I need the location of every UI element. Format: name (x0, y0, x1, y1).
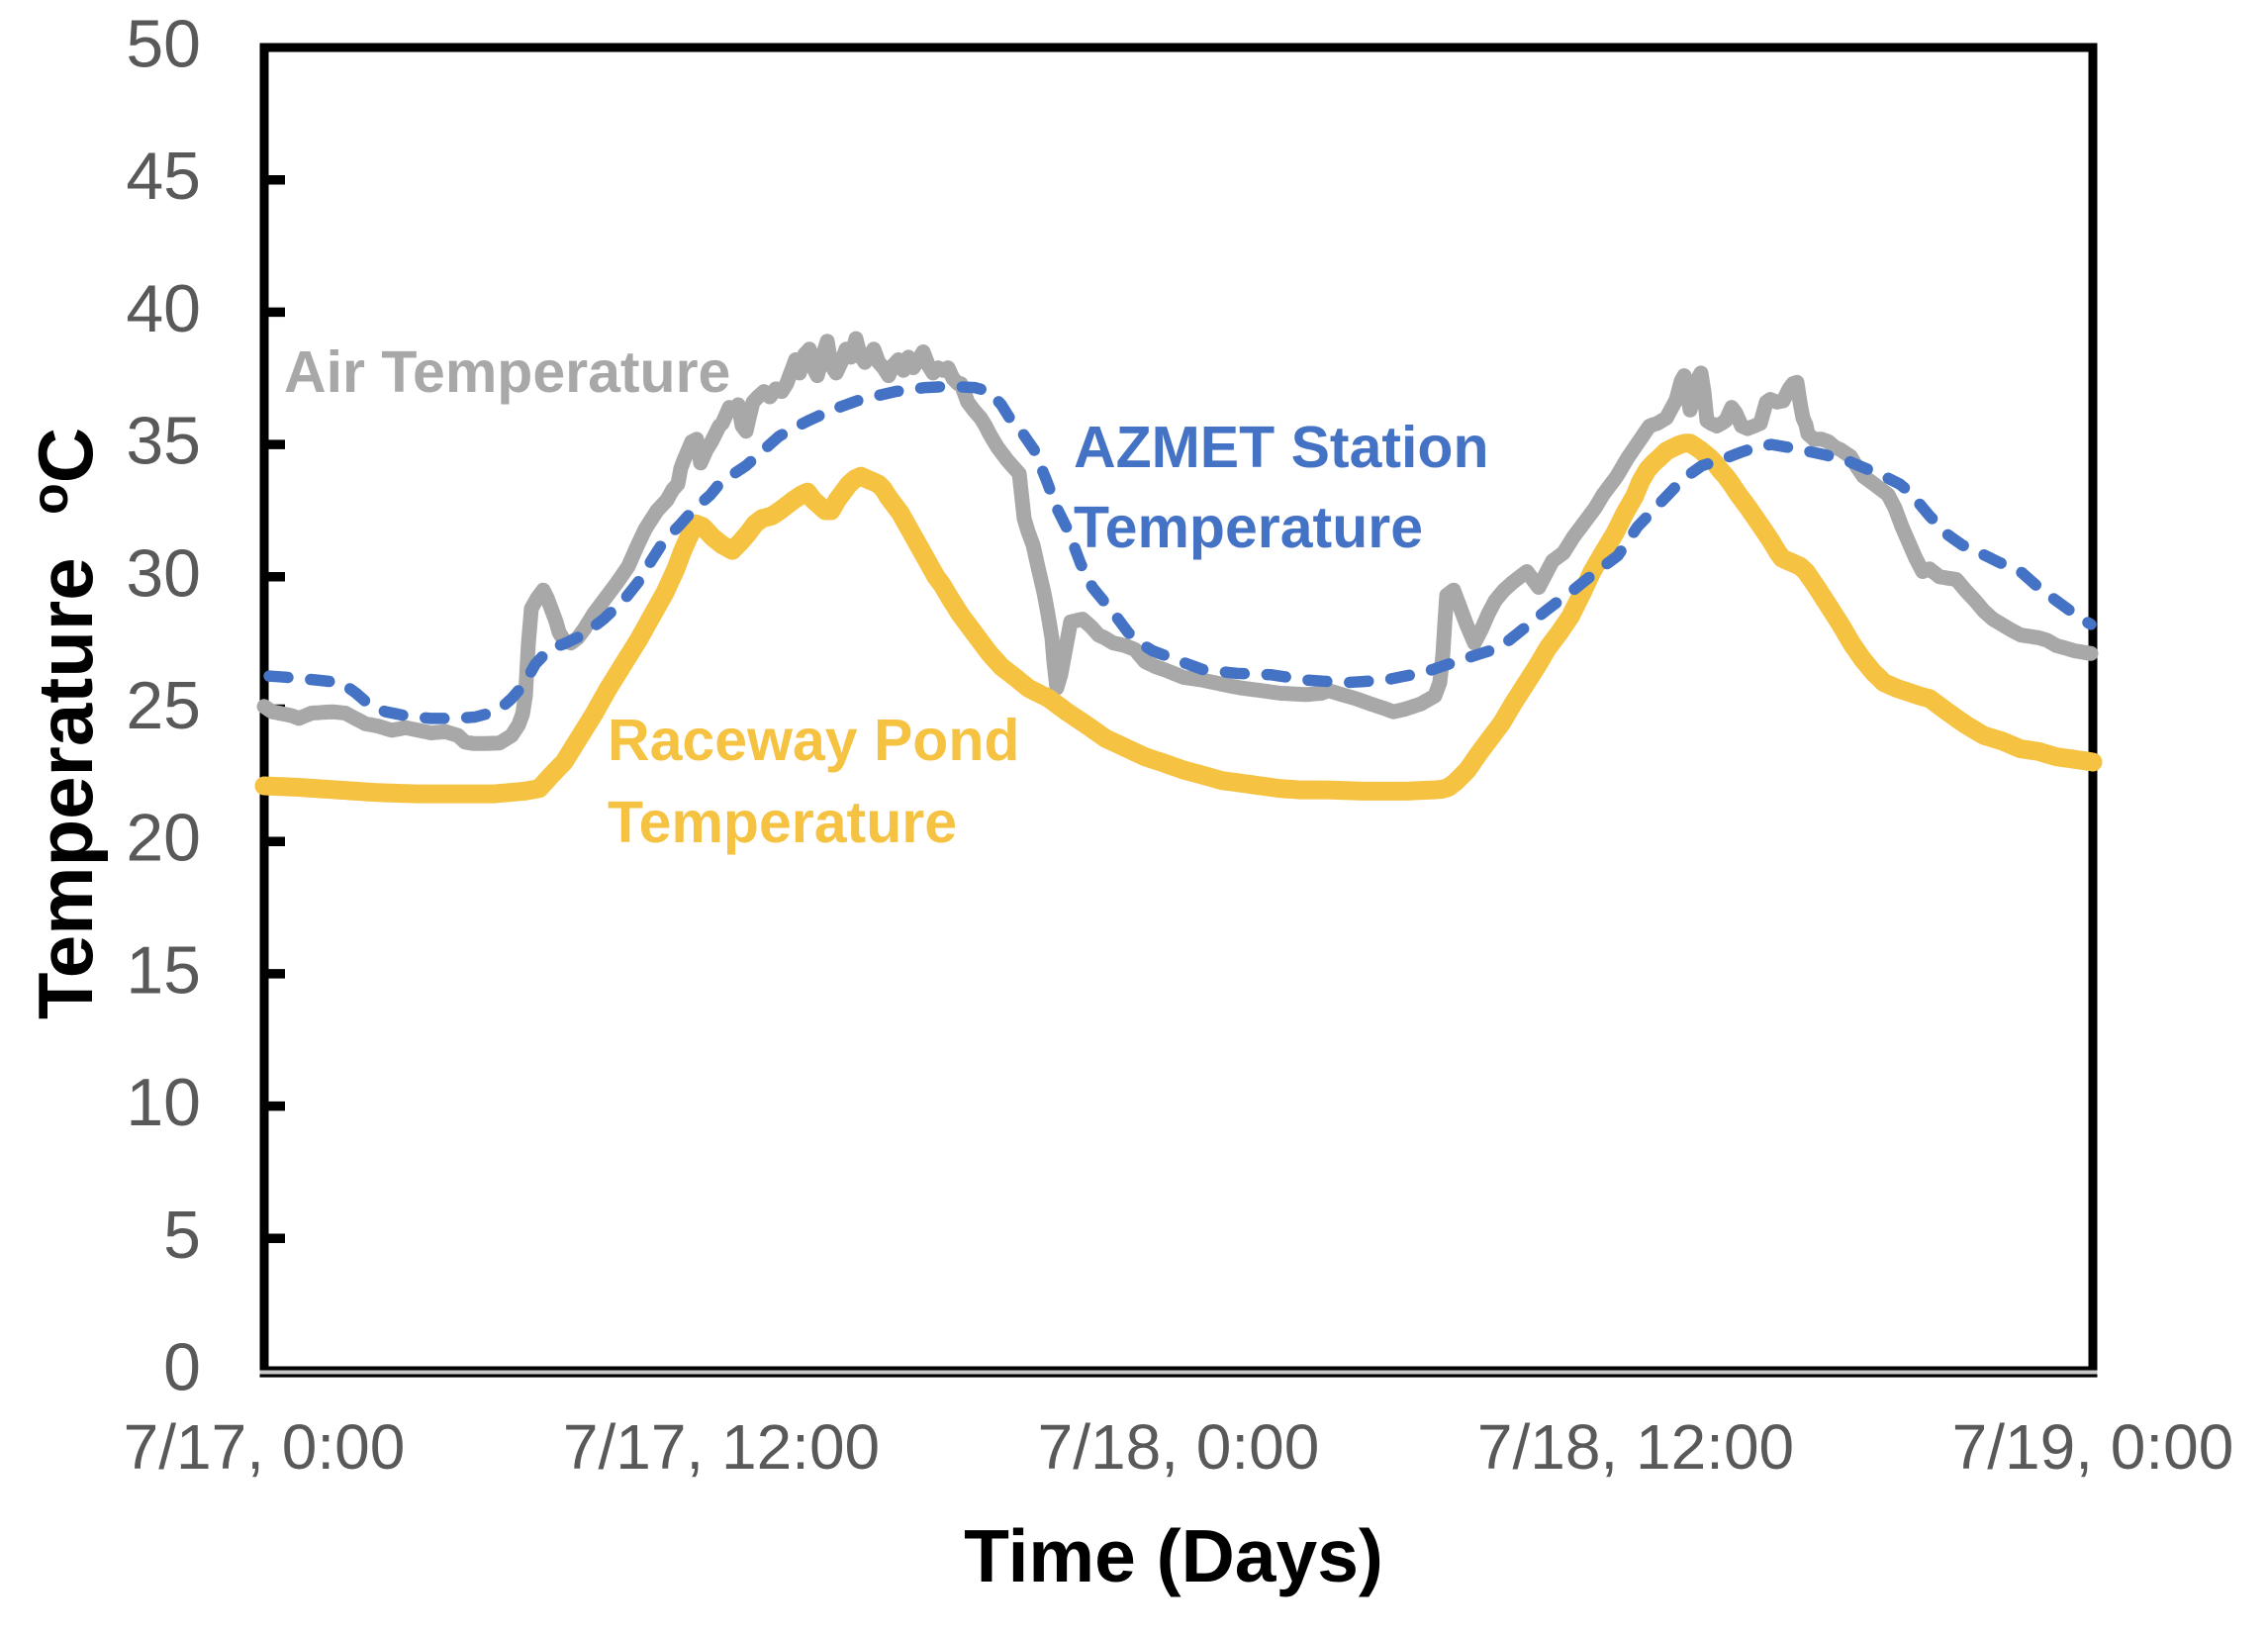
svg-text:Temperature: Temperature (1074, 495, 1423, 560)
svg-text:50: 50 (126, 7, 201, 82)
svg-text:Temperature oC: Temperature oC (22, 428, 109, 1019)
svg-text:Air Temperature: Air Temperature (284, 339, 730, 405)
svg-text:40: 40 (126, 271, 201, 346)
svg-text:Time (Days): Time (Days) (964, 1514, 1383, 1597)
svg-text:7/17, 12:00: 7/17, 12:00 (563, 1411, 880, 1483)
svg-text:7/19, 0:00: 7/19, 0:00 (1952, 1411, 2234, 1483)
svg-text:7/18, 12:00: 7/18, 12:00 (1477, 1411, 1794, 1483)
svg-text:0: 0 (163, 1330, 201, 1405)
svg-text:35: 35 (126, 404, 201, 479)
svg-text:25: 25 (126, 668, 201, 743)
svg-text:Raceway Pond: Raceway Pond (608, 708, 1019, 773)
svg-text:7/17, 0:00: 7/17, 0:00 (124, 1411, 406, 1483)
svg-text:45: 45 (126, 139, 201, 214)
svg-text:Temperature: Temperature (608, 790, 957, 855)
svg-text:15: 15 (126, 932, 201, 1008)
svg-text:30: 30 (126, 535, 201, 611)
svg-text:7/18, 0:00: 7/18, 0:00 (1038, 1411, 1320, 1483)
svg-text:20: 20 (126, 801, 201, 876)
svg-text:5: 5 (163, 1198, 201, 1273)
svg-text:AZMET Station: AZMET Station (1074, 415, 1489, 480)
svg-text:10: 10 (126, 1065, 201, 1140)
